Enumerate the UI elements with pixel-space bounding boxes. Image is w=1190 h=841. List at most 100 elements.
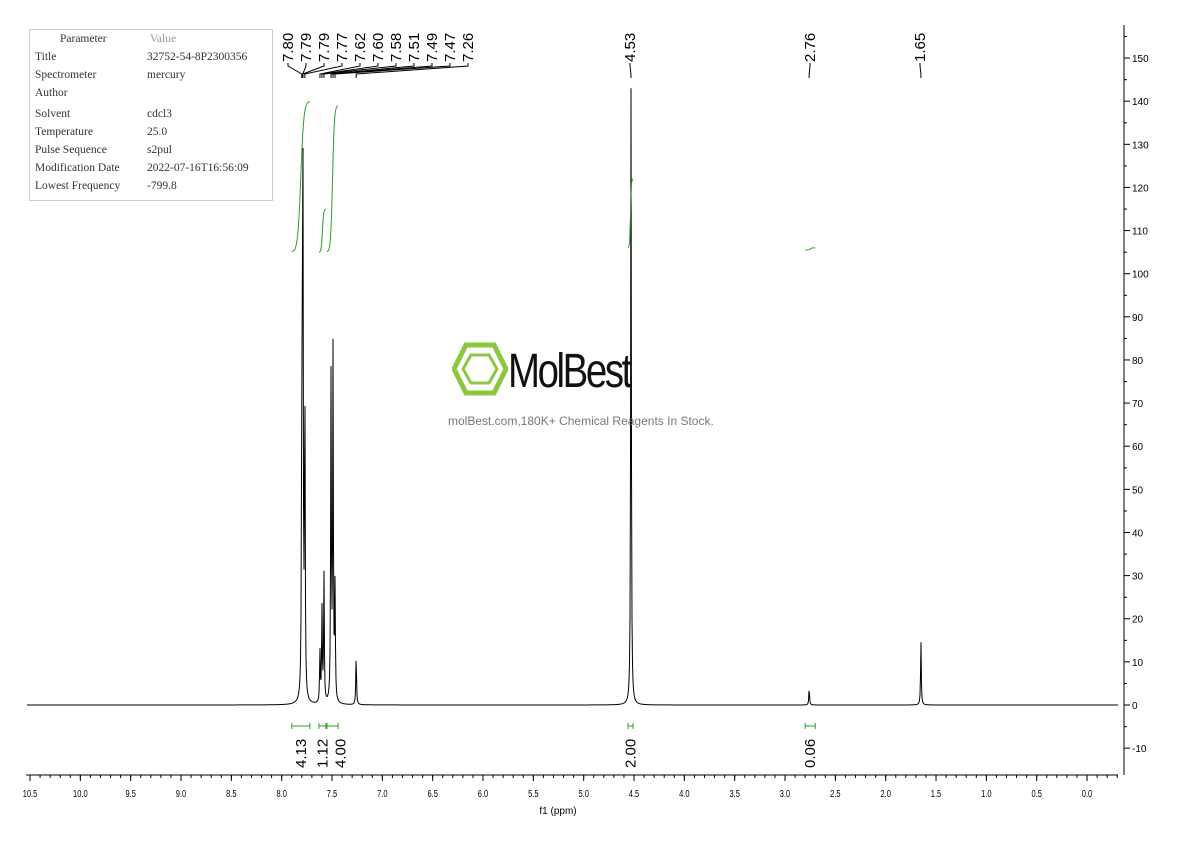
x-axis-label: f1 (ppm) bbox=[539, 806, 576, 817]
integral-value: 2.00 bbox=[622, 739, 639, 768]
peak-label-leader bbox=[629, 63, 632, 78]
parameter-name: Solvent bbox=[35, 108, 71, 120]
integral-bracket bbox=[318, 723, 327, 729]
parameter-name: Title bbox=[35, 51, 57, 63]
peak-label-leader bbox=[287, 63, 303, 78]
x-tick-label: 1.0 bbox=[981, 788, 991, 799]
molbest-logo-icon bbox=[452, 342, 508, 396]
peak-label: 7.79 bbox=[298, 33, 315, 62]
x-tick-label: 5.5 bbox=[528, 788, 538, 799]
y-tick-label: 40 bbox=[1132, 528, 1144, 539]
peak-label-leader bbox=[304, 63, 343, 78]
parameter-row: Title 32752-54-8P2300356 bbox=[35, 51, 247, 63]
peak-label: 2.76 bbox=[802, 33, 819, 62]
peak-label-leader bbox=[321, 63, 379, 78]
x-tick-label: 6.0 bbox=[478, 788, 488, 799]
integral-value: 0.06 bbox=[802, 739, 819, 768]
peak-label: 7.26 bbox=[460, 33, 477, 62]
x-tick-label: 0.5 bbox=[1031, 788, 1041, 799]
integral-bracket bbox=[804, 723, 816, 729]
peak-label-leader bbox=[355, 63, 469, 78]
y-tick-label: 90 bbox=[1132, 313, 1144, 324]
integral-bracket bbox=[627, 723, 634, 729]
parameter-row: Pulse Sequence s2pul bbox=[35, 144, 172, 156]
parameter-name: Pulse Sequence bbox=[35, 144, 107, 156]
parameter-header: Parameter Value bbox=[60, 33, 177, 45]
peak-label: 7.60 bbox=[370, 33, 387, 62]
x-tick-label: 2.5 bbox=[830, 788, 840, 799]
parameter-row: Spectrometer mercury bbox=[35, 69, 185, 81]
parameter-row: Author bbox=[35, 87, 147, 99]
parameter-name: Temperature bbox=[35, 126, 93, 138]
parameter-row: Modification Date 2022-07-16T16:56:09 bbox=[35, 162, 249, 174]
peak-label-leader bbox=[334, 63, 451, 78]
y-tick-label: 10 bbox=[1132, 658, 1144, 669]
x-tick-label: 6.5 bbox=[427, 788, 437, 799]
spectrum-line bbox=[27, 88, 1118, 706]
y-tick-label: 50 bbox=[1132, 485, 1144, 496]
parameter-value: s2pul bbox=[147, 144, 172, 156]
x-tick-label: 2.0 bbox=[880, 788, 890, 799]
peak-label-leader bbox=[319, 63, 361, 78]
peak-label: 7.58 bbox=[388, 33, 405, 62]
logo-tagline: molBest.com,180K+ Chemical Reagents In S… bbox=[448, 414, 714, 428]
peak-label: 7.47 bbox=[442, 33, 459, 62]
peak-label-leader bbox=[332, 63, 433, 78]
x-tick-label: 7.0 bbox=[377, 788, 387, 799]
peak-label: 7.80 bbox=[280, 33, 297, 62]
parameter-value: 25.0 bbox=[147, 126, 168, 138]
x-tick-label: 10.5 bbox=[23, 788, 38, 799]
peak-label: 4.53 bbox=[622, 33, 639, 62]
y-tick-label: 70 bbox=[1132, 399, 1144, 410]
peak-label: 7.62 bbox=[352, 33, 369, 62]
parameter-row: Solvent cdcl3 bbox=[35, 108, 172, 120]
x-tick-label: 1.5 bbox=[931, 788, 941, 799]
integral-value: 4.00 bbox=[332, 739, 349, 768]
peak-label-leader bbox=[808, 63, 811, 78]
y-tick-label: 110 bbox=[1132, 227, 1148, 238]
parameter-row: Lowest Frequency -799.8 bbox=[35, 180, 177, 192]
x-tick-label: 9.5 bbox=[125, 788, 135, 799]
parameter-table: Parameter Value Title 32752-54-8P2300356 S… bbox=[29, 29, 273, 201]
peak-label-leader bbox=[330, 63, 415, 78]
y-tick-label: 140 bbox=[1132, 97, 1149, 108]
peak-label: 1.65 bbox=[912, 33, 929, 62]
y-tick-label: 120 bbox=[1132, 183, 1149, 194]
parameter-value: 32752-54-8P2300356 bbox=[147, 51, 248, 63]
integral-curve bbox=[805, 247, 816, 251]
parameter-name: Modification Date bbox=[35, 162, 120, 174]
y-tick-label: -10 bbox=[1132, 744, 1147, 755]
peak-label-leader bbox=[323, 63, 397, 78]
integral-curve bbox=[291, 101, 311, 253]
x-tick-label: 4.0 bbox=[679, 788, 689, 799]
parameter-value: cdcl3 bbox=[147, 108, 172, 120]
x-tick-label: 0.0 bbox=[1082, 788, 1092, 799]
peak-label: 7.49 bbox=[424, 33, 441, 62]
x-tick-label: 10.0 bbox=[73, 788, 88, 799]
y-tick-label: 130 bbox=[1132, 140, 1149, 151]
parameter-value: 2022-07-16T16:56:09 bbox=[147, 162, 249, 174]
x-tick-label: 5.0 bbox=[578, 788, 588, 799]
peak-label-leader bbox=[919, 63, 922, 78]
logo-brand-text: MolBest bbox=[508, 345, 632, 398]
x-tick-label: 7.5 bbox=[327, 788, 337, 799]
x-tick-label: 3.0 bbox=[780, 788, 790, 799]
peak-label: 7.51 bbox=[406, 33, 423, 62]
peak-label-leader bbox=[302, 63, 325, 78]
integral-curve bbox=[627, 178, 634, 249]
y-tick-label: 150 bbox=[1132, 54, 1149, 65]
parameter-value: -799.8 bbox=[147, 180, 177, 192]
parameter-name: Spectrometer bbox=[35, 69, 97, 81]
y-tick-label: 20 bbox=[1132, 615, 1144, 626]
x-tick-label: 3.5 bbox=[729, 788, 739, 799]
y-tick-label: 60 bbox=[1132, 442, 1144, 453]
integral-value: 4.13 bbox=[293, 739, 310, 768]
integral-curve bbox=[318, 208, 327, 253]
x-tick-label: 4.5 bbox=[629, 788, 639, 799]
x-tick-label: 8.0 bbox=[276, 788, 286, 799]
integral-curve bbox=[326, 105, 339, 253]
integral-value: 1.12 bbox=[314, 739, 331, 768]
parameter-name: Author bbox=[35, 87, 68, 99]
